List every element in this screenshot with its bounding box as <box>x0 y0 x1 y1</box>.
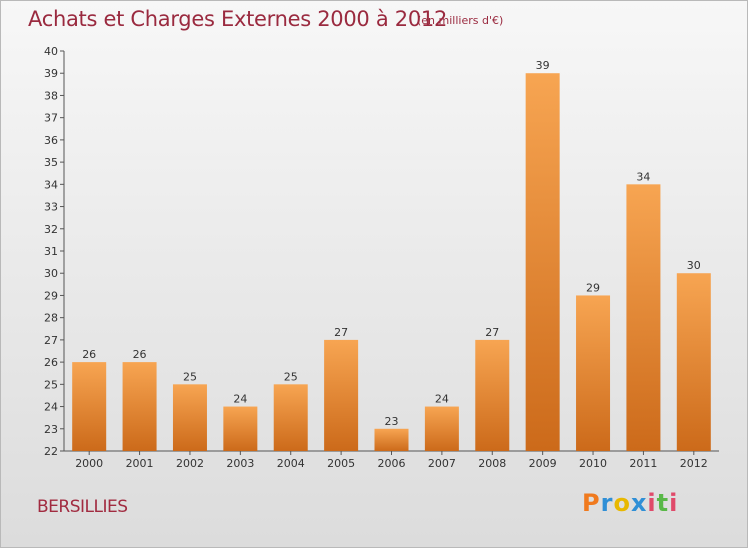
y-tick-label: 36 <box>44 134 58 147</box>
bar-value-label: 29 <box>586 281 600 294</box>
bar-value-label: 27 <box>485 326 499 339</box>
y-tick-label: 28 <box>44 312 58 325</box>
logo-letter: o <box>613 489 631 517</box>
x-tick-label: 2007 <box>428 457 456 470</box>
bar <box>374 428 409 451</box>
x-tick-label: 2011 <box>629 457 657 470</box>
y-tick-label: 33 <box>44 201 58 214</box>
x-tick-label: 2006 <box>378 457 406 470</box>
x-tick-label: 2003 <box>226 457 254 470</box>
logo-letter: i <box>647 489 657 517</box>
x-tick-label: 2000 <box>75 457 103 470</box>
logo-letter: t <box>656 489 670 517</box>
bar-value-label: 25 <box>284 370 298 383</box>
bar <box>223 406 258 451</box>
y-tick-label: 32 <box>44 223 58 236</box>
y-tick-label: 31 <box>44 245 58 258</box>
bar-value-label: 27 <box>334 326 348 339</box>
bar <box>475 339 510 451</box>
y-tick-label: 34 <box>44 178 58 191</box>
logo-letter: r <box>600 489 614 517</box>
x-tick-label: 2010 <box>579 457 607 470</box>
y-tick-label: 39 <box>44 67 58 80</box>
bar-value-label: 24 <box>233 393 247 406</box>
y-tick-label: 25 <box>44 378 58 391</box>
bar <box>626 184 661 452</box>
bar <box>676 273 711 451</box>
y-tick-label: 30 <box>44 267 58 280</box>
x-tick-label: 2012 <box>680 457 708 470</box>
x-tick-label: 2009 <box>529 457 557 470</box>
y-tick-label: 22 <box>44 445 58 458</box>
bar <box>525 73 560 451</box>
y-tick-label: 40 <box>44 45 58 58</box>
y-tick-label: 35 <box>44 156 58 169</box>
commune-name: BERSILLIES <box>37 497 128 517</box>
bar-value-label: 39 <box>536 59 550 72</box>
bar <box>72 362 107 451</box>
chart-title: Achats et Charges Externes 2000 à 2012 <box>28 7 448 31</box>
x-tick-label: 2004 <box>277 457 305 470</box>
y-tick-label: 26 <box>44 356 58 369</box>
logo-letter: x <box>630 489 648 517</box>
bar <box>576 295 611 451</box>
x-tick-label: 2008 <box>478 457 506 470</box>
y-tick-label: 37 <box>44 112 58 125</box>
bar-value-label: 34 <box>636 170 650 183</box>
y-tick-label: 23 <box>44 423 58 436</box>
proxiti-logo[interactable]: Proxiti <box>582 489 678 517</box>
bar-value-label: 25 <box>183 370 197 383</box>
bar <box>122 362 157 451</box>
y-tick-label: 29 <box>44 289 58 302</box>
logo-letter: i <box>669 489 679 517</box>
y-tick-label: 38 <box>44 89 58 102</box>
x-tick-label: 2005 <box>327 457 355 470</box>
y-tick-label: 24 <box>44 401 58 414</box>
logo-letter: P <box>582 489 601 517</box>
x-tick-label: 2002 <box>176 457 204 470</box>
bar-value-label: 26 <box>82 348 96 361</box>
x-tick-label: 2001 <box>126 457 154 470</box>
bar-value-label: 24 <box>435 393 449 406</box>
bar <box>273 384 308 451</box>
bar <box>324 339 359 451</box>
bar <box>424 406 459 451</box>
chart-subtitle: (en milliers d'€) <box>417 14 504 27</box>
bar-value-label: 23 <box>385 415 399 428</box>
y-tick-label: 27 <box>44 334 58 347</box>
bar <box>172 384 207 451</box>
bar-value-label: 26 <box>133 348 147 361</box>
bar-value-label: 30 <box>687 259 701 272</box>
